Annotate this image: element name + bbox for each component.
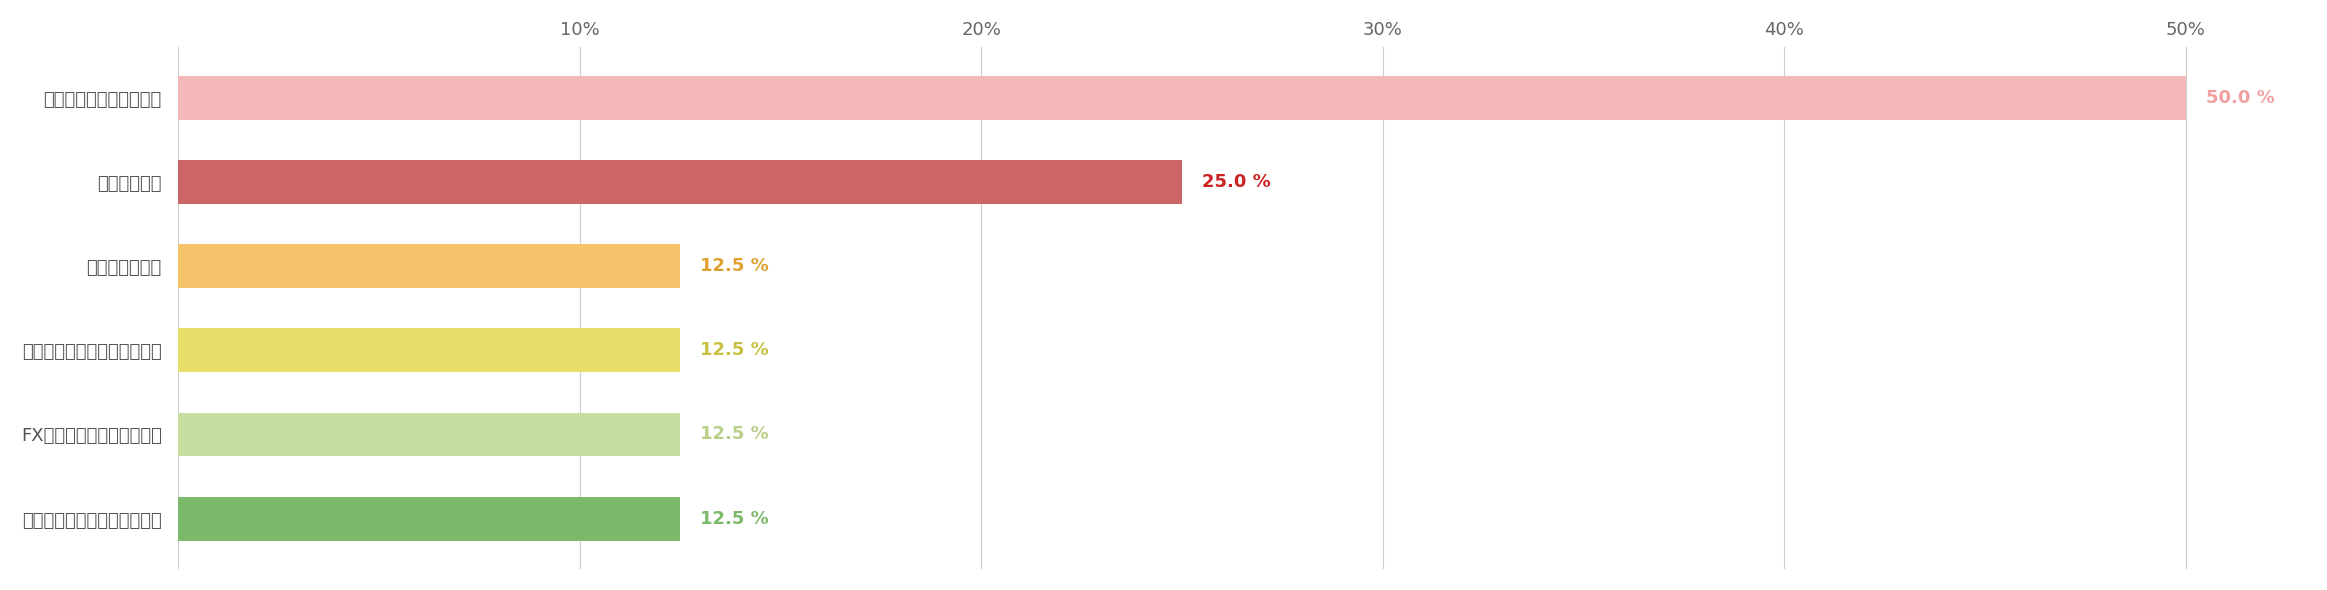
- Text: 12.5 %: 12.5 %: [700, 425, 768, 444]
- Bar: [179, 76, 2185, 120]
- Text: 12.5 %: 12.5 %: [700, 257, 768, 275]
- Text: 25.0 %: 25.0 %: [1203, 173, 1271, 191]
- Bar: [179, 244, 679, 288]
- Bar: [179, 160, 1182, 204]
- Text: 50.0 %: 50.0 %: [2206, 88, 2273, 107]
- Bar: [179, 412, 679, 456]
- Bar: [179, 497, 679, 540]
- Bar: [179, 329, 679, 372]
- Text: 12.5 %: 12.5 %: [700, 510, 768, 527]
- Text: 12.5 %: 12.5 %: [700, 341, 768, 359]
